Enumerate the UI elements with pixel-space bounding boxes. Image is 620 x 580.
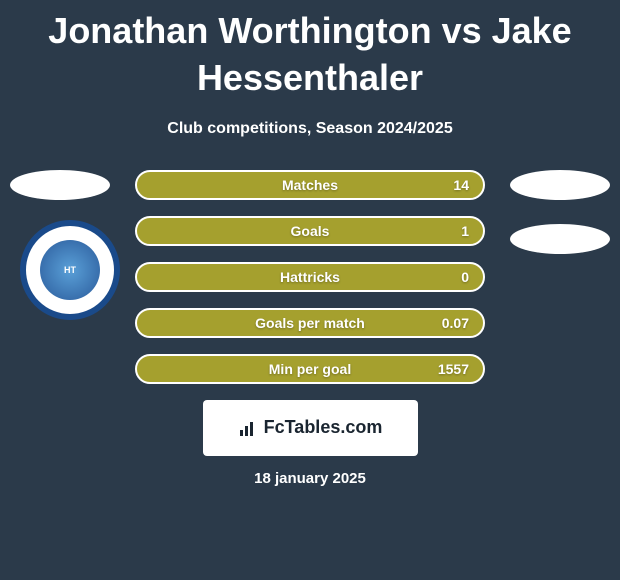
stat-row: Hattricks 0 (135, 262, 485, 292)
stat-rows: Matches 14 Goals 1 Hattricks 0 Goals per… (135, 170, 485, 384)
brand-text: FcTables.com (264, 417, 383, 438)
brand-box[interactable]: FcTables.com (203, 400, 418, 456)
stats-area: HT Matches 14 Goals 1 Hattricks 0 Goals … (0, 170, 620, 384)
stat-value: 1 (461, 223, 469, 239)
chart-icon (238, 418, 258, 438)
stat-row: Goals 1 (135, 216, 485, 246)
stat-row: Goals per match 0.07 (135, 308, 485, 338)
player-left-oval (10, 170, 110, 200)
club-badge-inner: HT (40, 240, 100, 300)
stat-label: Matches (282, 177, 338, 193)
stat-value: 1557 (438, 361, 469, 377)
date-text: 18 january 2025 (0, 470, 620, 487)
stat-row: Matches 14 (135, 170, 485, 200)
stat-label: Hattricks (280, 269, 340, 285)
subtitle: Club competitions, Season 2024/2025 (0, 120, 620, 138)
stat-value: 0 (461, 269, 469, 285)
club-badge: HT (20, 220, 120, 320)
stat-label: Goals per match (255, 315, 365, 331)
page-title: Jonathan Worthington vs Jake Hessenthale… (0, 0, 620, 102)
stat-value: 0.07 (442, 315, 469, 331)
stat-value: 14 (453, 177, 469, 193)
player-right-oval-1 (510, 170, 610, 200)
player-right-oval-2 (510, 224, 610, 254)
stat-label: Goals (291, 223, 330, 239)
stat-row: Min per goal 1557 (135, 354, 485, 384)
stat-label: Min per goal (269, 361, 351, 377)
